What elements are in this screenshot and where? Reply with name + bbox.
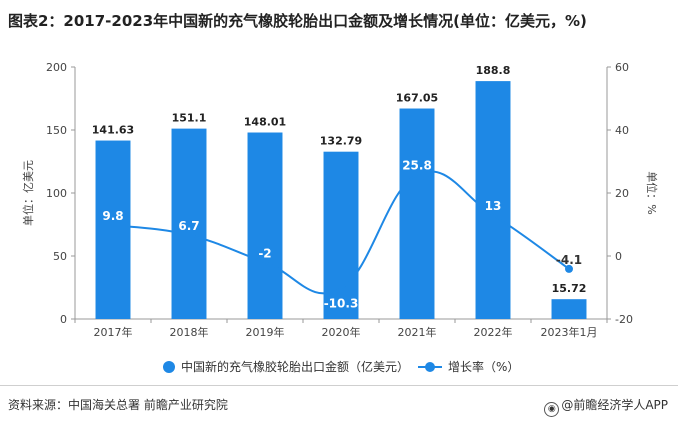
y-right-tick-label: 40 — [615, 124, 629, 137]
bar-value-label: 141.63 — [92, 124, 134, 137]
bar — [95, 140, 131, 319]
y-left-tick-label: 100 — [46, 187, 67, 200]
legend-line-swatch — [418, 361, 442, 373]
y-right-tick-label: 60 — [615, 61, 629, 74]
footer: 资料来源：中国海关总署 前瞻产业研究院 ◉ @前瞻经济学人APP — [0, 385, 678, 424]
source-note: 资料来源：中国海关总署 前瞻产业研究院 — [8, 398, 228, 412]
bar — [171, 128, 207, 319]
bar — [475, 81, 511, 319]
y-left-tick-label: 0 — [60, 313, 67, 326]
x-tick-label: 2017年 — [94, 325, 133, 339]
y-left-tick-label: 50 — [53, 250, 67, 263]
y-axis-left-title: 单位：亿美元 — [21, 160, 35, 226]
line-value-label: -10.3 — [324, 296, 359, 310]
bar — [247, 132, 283, 319]
y-left-tick-label: 150 — [46, 124, 67, 137]
chart-title: 图表2：2017-2023年中国新的充气橡胶轮胎出口金额及增长情况(单位：亿美元… — [8, 12, 587, 30]
legend-bar-swatch — [163, 360, 175, 373]
brand-text: @前瞻经济学人APP — [561, 398, 668, 412]
bar-value-label: 148.01 — [244, 116, 286, 129]
bar-value-label: 151.1 — [172, 112, 207, 125]
bar — [399, 108, 435, 319]
x-tick-label: 2023年1月 — [541, 325, 598, 339]
bar — [323, 151, 359, 319]
legend-bar-label: 中国新的充气橡胶轮胎出口金额（亿美元） — [181, 360, 410, 374]
bar-value-label: 167.05 — [396, 92, 438, 105]
legend-item-growth-rate[interactable]: 增长率（%） — [418, 358, 519, 375]
y-right-tick-label: -20 — [615, 313, 633, 326]
legend: 中国新的充气橡胶轮胎出口金额（亿美元） 增长率（%） — [0, 358, 678, 378]
growth-rate-line — [112, 170, 570, 295]
x-tick-label: 2022年 — [474, 325, 513, 339]
x-tick-label: 2020年 — [322, 325, 361, 339]
bar — [551, 299, 587, 319]
camera-icon: ◉ — [544, 402, 560, 417]
bar-value-label: 15.72 — [552, 282, 587, 295]
legend-item-export-value[interactable]: 中国新的充气橡胶轮胎出口金额（亿美元） — [163, 358, 409, 375]
line-value-label: -2 — [258, 246, 271, 260]
line-value-label: -4.1 — [556, 253, 582, 267]
line-value-label: 13 — [485, 199, 502, 213]
y-axis-right-title: 单位：% — [645, 171, 659, 214]
y-right-tick-label: 20 — [615, 187, 629, 200]
brand-credit: ◉ @前瞻经济学人APP — [544, 396, 668, 417]
x-tick-label: 2021年 — [398, 325, 437, 339]
bar-value-label: 188.8 — [476, 64, 511, 77]
y-right-tick-label: 0 — [615, 250, 622, 263]
legend-line-label: 增长率（%） — [448, 360, 520, 374]
x-tick-label: 2018年 — [170, 325, 209, 339]
y-left-tick-label: 200 — [46, 61, 67, 74]
line-point — [565, 264, 573, 273]
line-value-label: 9.8 — [102, 209, 123, 223]
line-value-label: 25.8 — [402, 159, 432, 173]
x-tick-label: 2019年 — [246, 325, 285, 339]
line-value-label: 6.7 — [178, 219, 199, 233]
bar-value-label: 132.79 — [320, 135, 362, 148]
chart-area: 0 50 100 150 200 -20 0 20 40 60 单位：亿美元 单位：% 2017年 201… — [21, 61, 659, 339]
